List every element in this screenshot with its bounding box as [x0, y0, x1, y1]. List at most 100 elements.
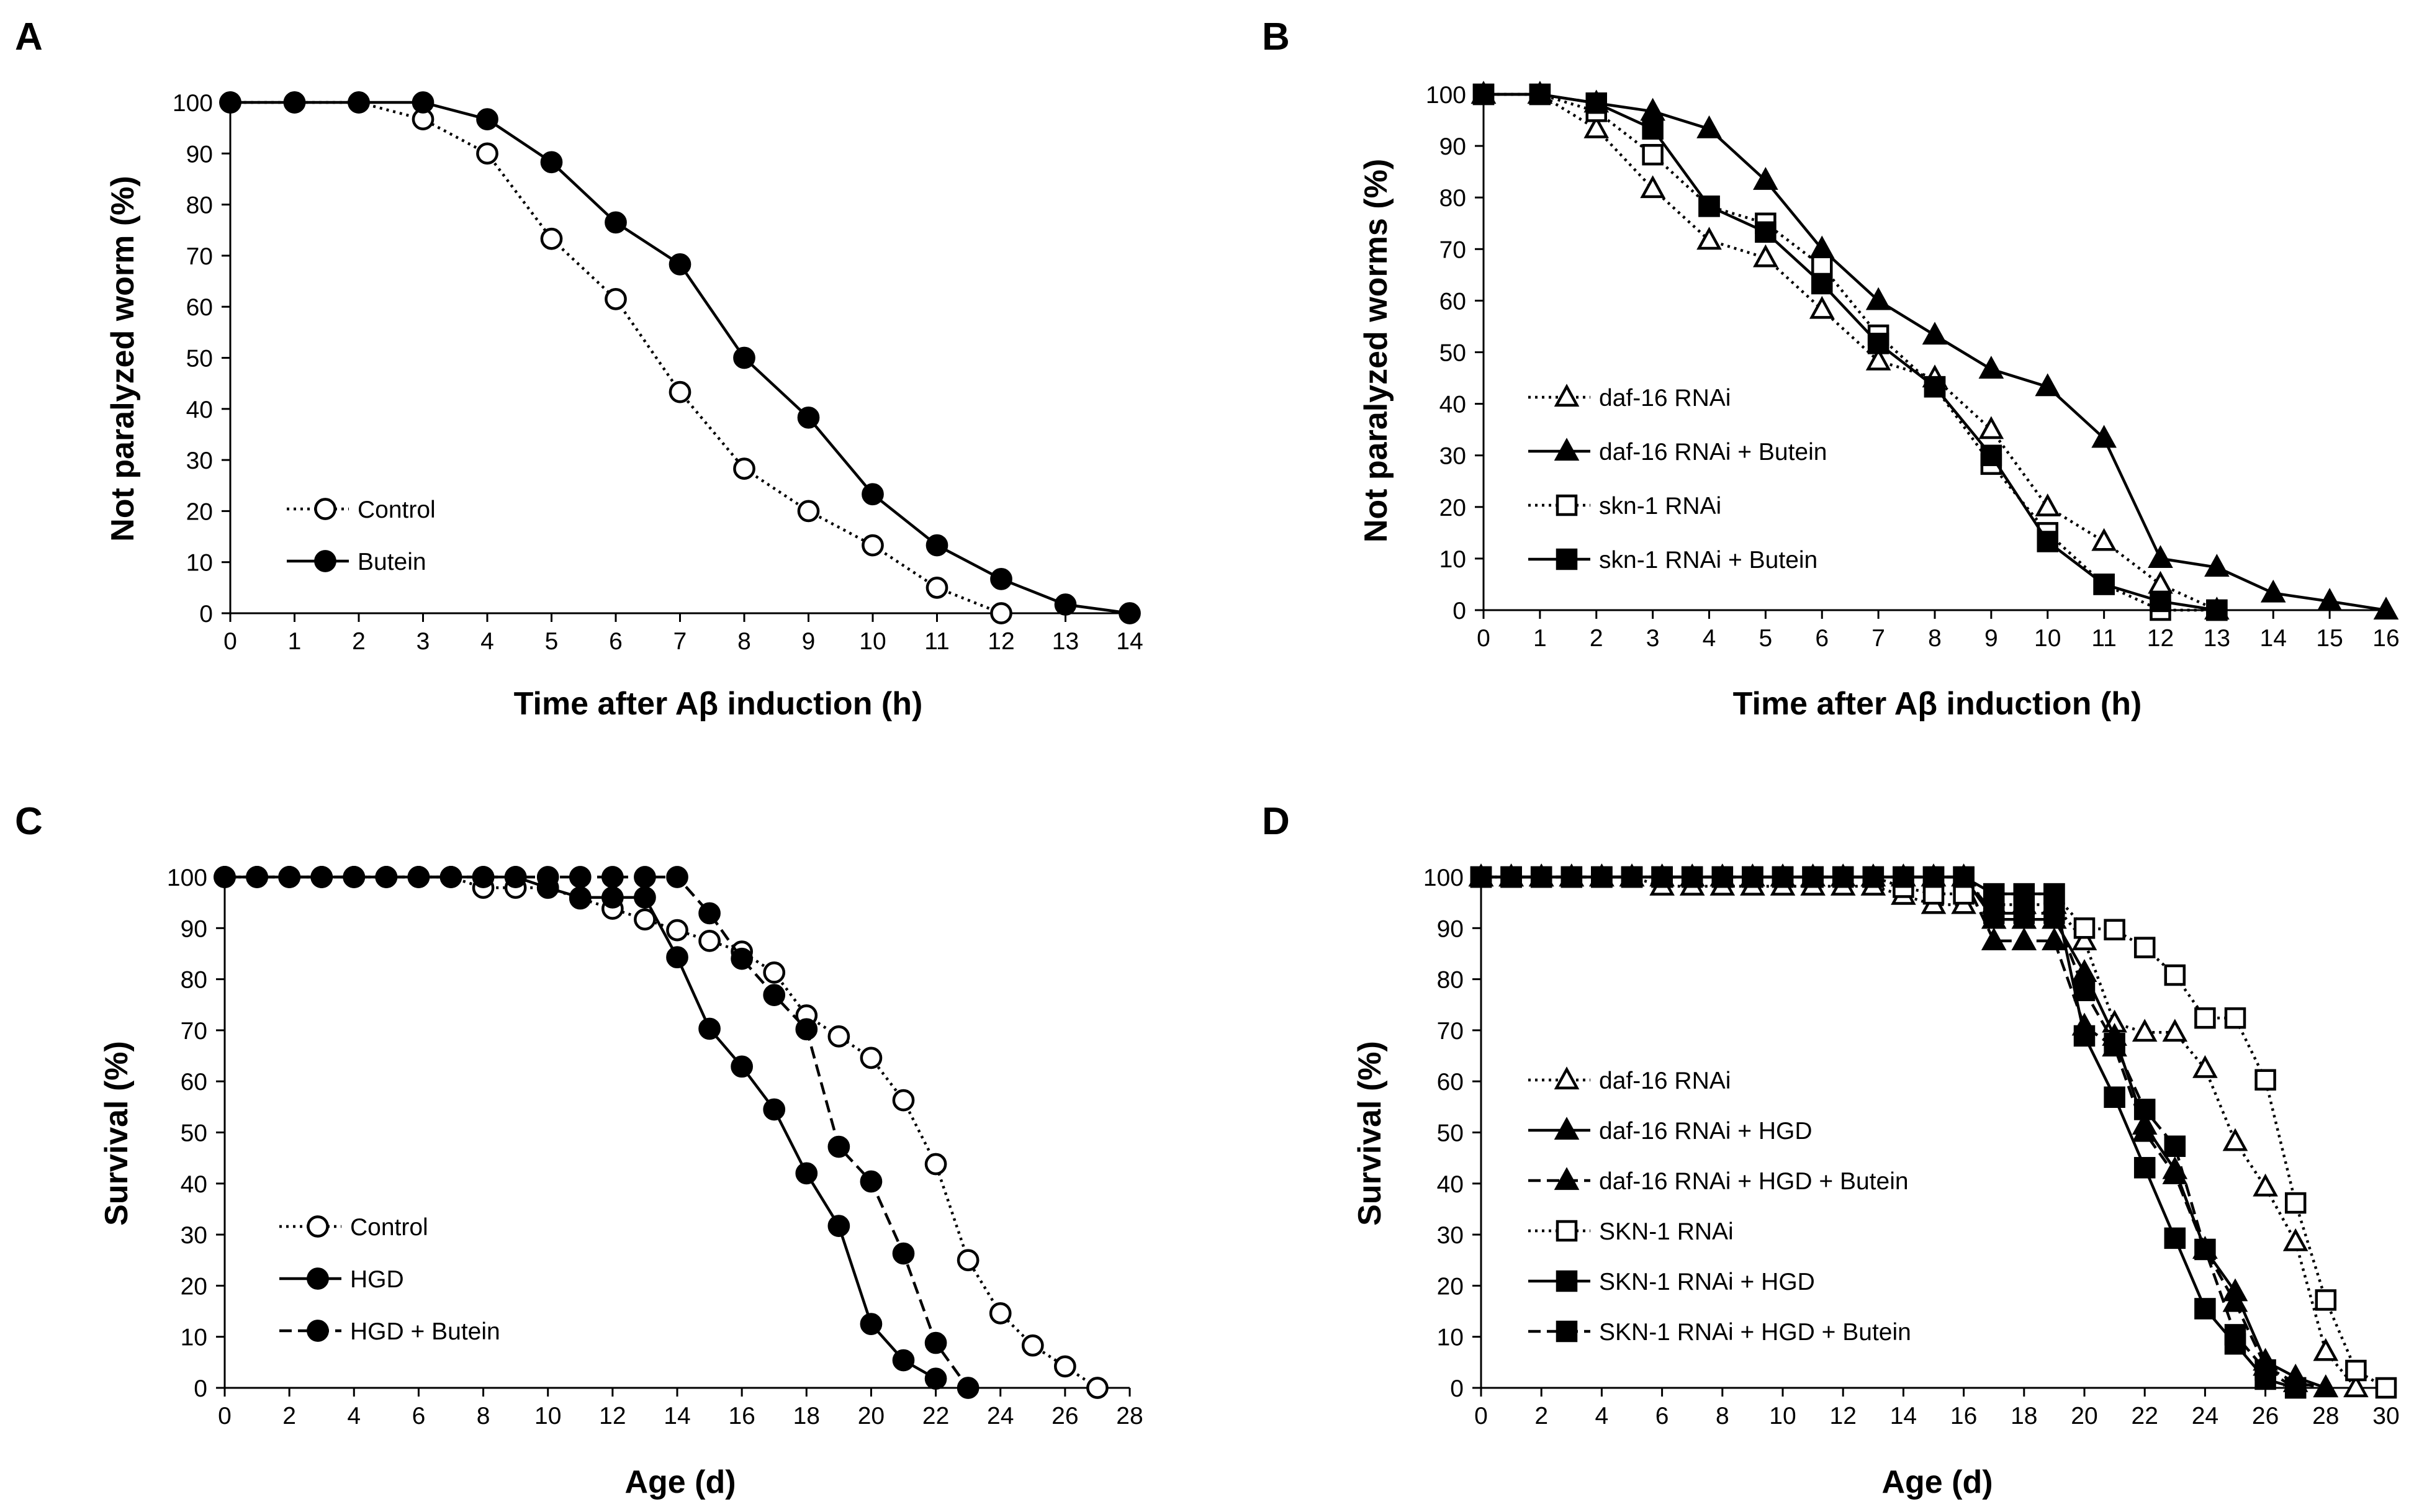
x-tick-label: 0 [1474, 1403, 1488, 1429]
x-tick-label: 28 [1116, 1403, 1143, 1429]
data-point [605, 288, 627, 310]
series-hgd-butein [214, 866, 980, 1399]
data-point [375, 866, 398, 888]
data-point [605, 211, 627, 234]
legend-item: daf-16 RNAi + HGD + Butein [1528, 1167, 1909, 1195]
x-tick-label: 9 [802, 628, 816, 655]
x-tick-label: 20 [2071, 1403, 2097, 1429]
y-tick-label: 100 [167, 865, 207, 891]
y-tick-label: 10 [186, 550, 213, 577]
data-point [1981, 927, 2007, 950]
data-point [1530, 866, 1552, 888]
data-point [2071, 927, 2097, 950]
panel-letter-a: A [15, 16, 43, 58]
data-point [1621, 866, 1643, 888]
data-point [862, 483, 884, 506]
data-point [1742, 866, 1763, 888]
data-point [1753, 244, 1778, 268]
data-point [827, 1135, 850, 1158]
data-point [1561, 866, 1583, 888]
data-point [860, 1313, 883, 1335]
y-tick-label: 40 [1437, 1171, 1464, 1198]
data-point [569, 886, 592, 909]
y-tick-label: 10 [1437, 1325, 1464, 1351]
x-tick-label: 10 [534, 1403, 561, 1429]
panel-letter-d: D [1262, 800, 1290, 843]
x-tick-label: 8 [737, 628, 751, 655]
data-point [1472, 83, 1495, 106]
data-point [2148, 545, 2173, 568]
data-point [1865, 347, 1891, 371]
x-tick-label: 6 [1815, 625, 1829, 652]
y-tick-label: 30 [181, 1222, 207, 1249]
x-tick-label: 2 [352, 628, 366, 655]
legend-item: Control [287, 497, 436, 523]
data-point [536, 866, 559, 888]
legend-label: daf-16 RNAi + HGD [1599, 1118, 1813, 1145]
data-point [1862, 866, 1885, 888]
data-point [669, 380, 691, 403]
x-tick-label: 16 [2372, 625, 2399, 652]
x-tick-label: 0 [218, 1403, 232, 1429]
panel-letter-b: B [1262, 16, 1290, 58]
y-tick-label: 10 [181, 1325, 207, 1351]
y-tick-label: 100 [1426, 82, 1466, 109]
data-point [1811, 272, 1833, 295]
legend: Control Butein [287, 497, 436, 575]
x-tick-label: 9 [1984, 625, 1998, 652]
data-point [1811, 255, 1833, 277]
legend-label: Control [350, 1214, 428, 1241]
legend-item: SKN-1 RNAi + HGD + Butein [1528, 1319, 1911, 1346]
legend-label: Control [358, 497, 436, 523]
data-point [307, 1215, 329, 1238]
data-point [1922, 322, 1948, 345]
data-point [957, 1377, 980, 1399]
y-tick-label: 90 [1439, 133, 1466, 160]
y-tick-label: 30 [1437, 1222, 1464, 1249]
y-tick-label: 40 [186, 397, 213, 423]
x-tick-label: 10 [1769, 1403, 1796, 1429]
y-tick-label: 100 [1423, 865, 1464, 891]
data-point [733, 457, 755, 480]
data-point [472, 866, 495, 888]
plot-area [219, 91, 1141, 624]
data-point [2043, 883, 2065, 905]
plot-area [1470, 81, 2399, 621]
data-point [698, 1017, 721, 1040]
data-point [2204, 554, 2230, 577]
y-tick-label: 0 [1452, 598, 1466, 624]
x-tick-label: 13 [1052, 628, 1079, 655]
data-point [634, 866, 656, 888]
x-tick-label: 6 [1655, 1403, 1669, 1429]
data-point [957, 1249, 980, 1272]
data-point [634, 886, 656, 909]
data-point [2164, 964, 2186, 986]
data-point [2013, 902, 2035, 924]
series-control [219, 91, 1012, 624]
data-point [1755, 221, 1777, 243]
legend-label: SKN-1 RNAi + HGD [1599, 1269, 1815, 1295]
data-point [2194, 1238, 2216, 1261]
data-point [2313, 1338, 2339, 1361]
data-point [2284, 1192, 2307, 1214]
data-point [1529, 83, 1551, 106]
data-point [1554, 1117, 1580, 1140]
data-point [476, 108, 498, 131]
data-point [634, 908, 656, 931]
y-axis-label: Survival (%) [1352, 1041, 1388, 1226]
data-point [1556, 1270, 1578, 1292]
data-point [2313, 1374, 2339, 1398]
data-point [2132, 1019, 2158, 1042]
x-axis-label: Time after Aβ induction (h) [514, 686, 923, 722]
data-point [2091, 528, 2117, 551]
data-point [2133, 937, 2156, 958]
data-point [892, 1242, 915, 1265]
y-axis-label: Survival (%) [99, 1041, 135, 1226]
x-axis-label: Age (d) [1881, 1464, 1993, 1500]
data-point [2194, 1007, 2216, 1029]
data-point [2164, 1135, 2186, 1157]
data-point [2150, 590, 2171, 613]
data-point [1772, 866, 1794, 888]
data-point [1922, 866, 1945, 888]
data-point [476, 142, 498, 165]
